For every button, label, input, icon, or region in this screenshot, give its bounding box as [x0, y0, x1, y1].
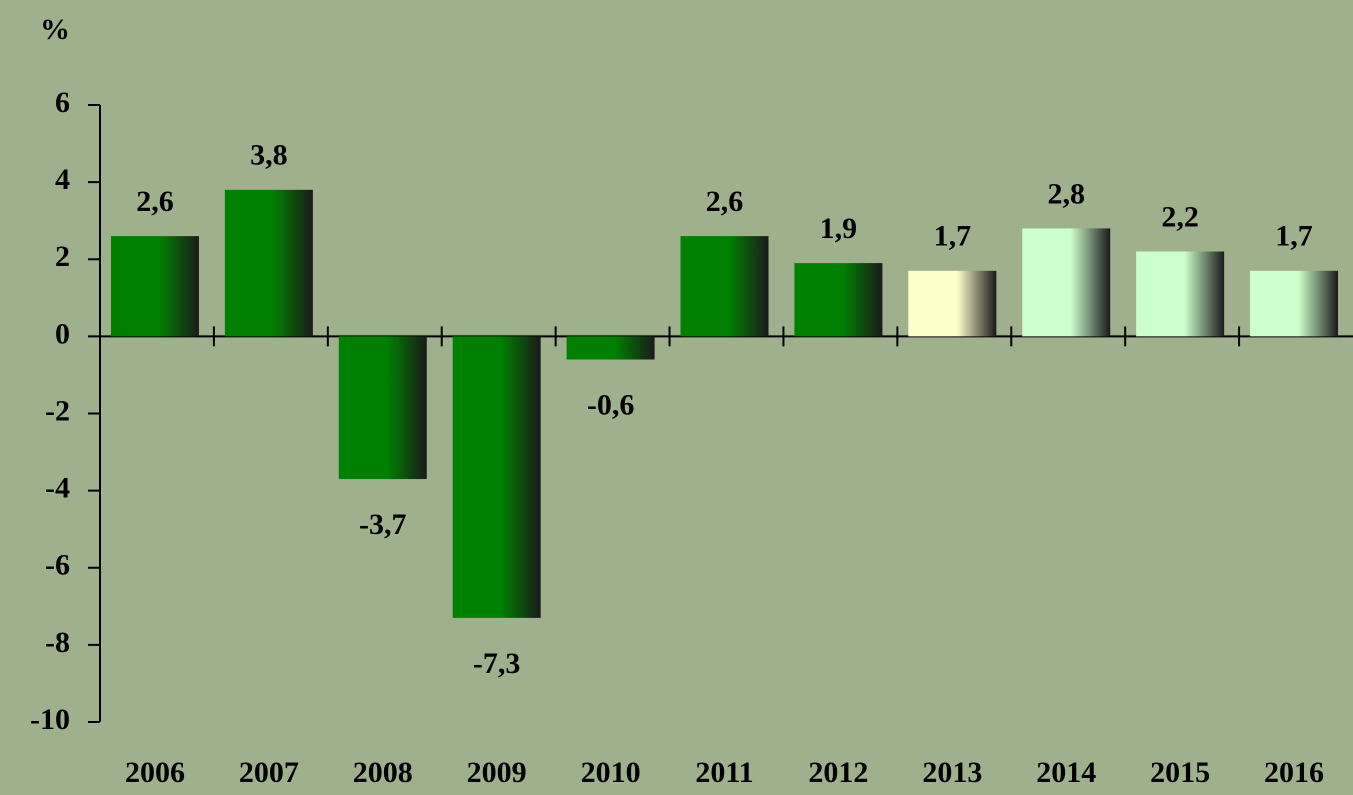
- y-tick-label: 2: [55, 240, 70, 273]
- value-label: 1,7: [1275, 220, 1313, 253]
- y-tick-label: 6: [55, 86, 70, 119]
- value-label: -7,3: [473, 647, 521, 680]
- x-tick-label: 2012: [808, 756, 868, 789]
- x-tick-label: 2015: [1150, 756, 1210, 789]
- value-label: 2,6: [706, 185, 744, 218]
- y-tick-label: 4: [55, 163, 70, 196]
- bar: [680, 236, 769, 337]
- bar: [452, 336, 541, 618]
- bar: [1136, 251, 1225, 337]
- bar: [1022, 228, 1111, 337]
- bar: [338, 336, 427, 480]
- bar: [908, 270, 997, 337]
- value-label: 2,8: [1047, 177, 1085, 210]
- y-tick-label: -10: [30, 703, 70, 736]
- x-tick-label: 2009: [467, 756, 527, 789]
- bar: [110, 236, 199, 337]
- bar: [224, 189, 313, 337]
- value-label: 3,8: [250, 139, 288, 172]
- value-label: 1,7: [934, 220, 972, 253]
- value-label: 2,2: [1161, 200, 1199, 233]
- y-tick-label: 0: [55, 317, 70, 350]
- bar: [794, 263, 883, 337]
- y-tick-label: -8: [45, 626, 70, 659]
- y-axis-label: %: [40, 13, 70, 46]
- x-tick-label: 2010: [581, 756, 641, 789]
- x-tick-label: 2013: [922, 756, 982, 789]
- value-label: -3,7: [359, 508, 407, 541]
- value-label: -0,6: [587, 388, 635, 421]
- bar: [1250, 270, 1339, 337]
- x-tick-label: 2014: [1036, 756, 1096, 789]
- x-tick-label: 2008: [353, 756, 413, 789]
- x-tick-label: 2011: [695, 756, 753, 789]
- y-tick-label: -4: [45, 472, 70, 505]
- value-label: 2,6: [136, 185, 174, 218]
- y-tick-label: -2: [45, 394, 70, 427]
- x-tick-label: 2007: [239, 756, 299, 789]
- y-tick-label: -6: [45, 549, 70, 582]
- bar: [566, 336, 655, 360]
- x-tick-label: 2006: [125, 756, 185, 789]
- x-tick-label: 2016: [1264, 756, 1324, 789]
- value-label: 1,9: [820, 212, 858, 245]
